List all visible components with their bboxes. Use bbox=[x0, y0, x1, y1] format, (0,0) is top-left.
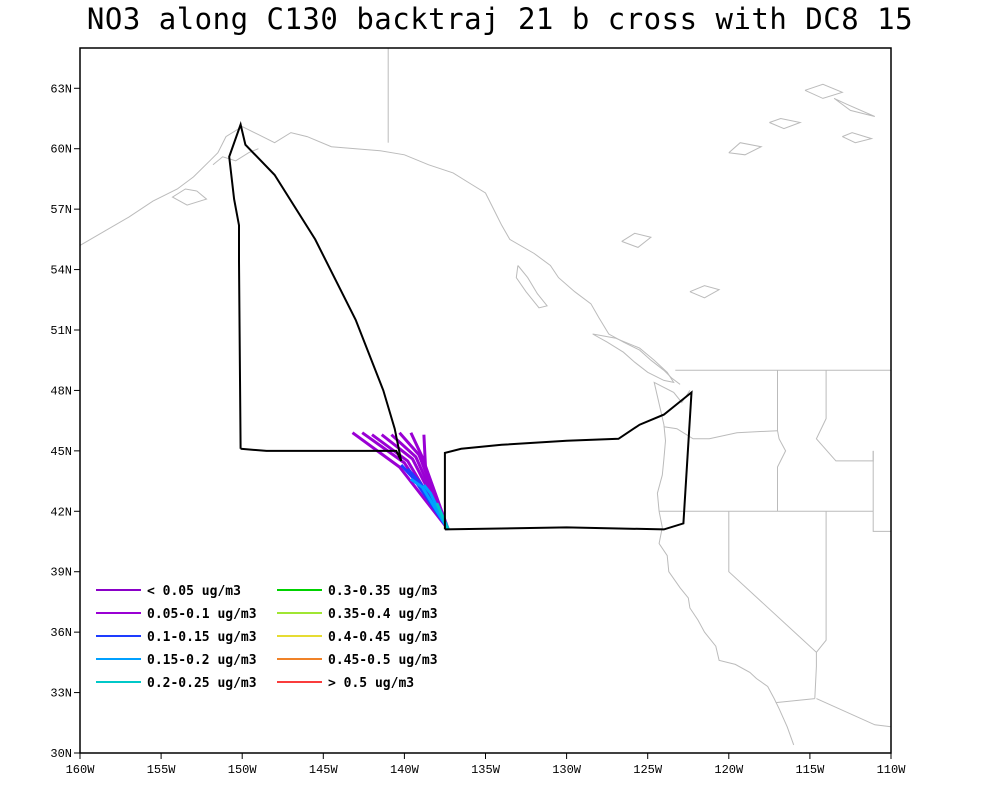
lake-outline bbox=[833, 97, 876, 117]
legend-label: 0.1-0.15 ug/m3 bbox=[147, 630, 257, 645]
lake-outline bbox=[804, 83, 844, 99]
political-border bbox=[816, 511, 827, 653]
x-tick-label: 125W bbox=[633, 763, 663, 777]
political-border bbox=[663, 426, 778, 440]
y-tick-label: 54N bbox=[50, 264, 72, 278]
y-tick-label: 51N bbox=[50, 324, 72, 338]
flight-track-west bbox=[228, 120, 403, 462]
legend: < 0.05 ug/m3 0.05-0.1 ug/m3 0.1-0.15 ug/m3… bbox=[96, 584, 438, 691]
x-tick-label: 130W bbox=[552, 763, 582, 777]
lake-outline bbox=[728, 142, 763, 156]
map-frame bbox=[79, 47, 892, 754]
y-axis-ticks: 30N 33N 36N 39N 42N 45N 48N 51N 54N 57N 60N 63N bbox=[50, 82, 80, 761]
lake-outline bbox=[769, 117, 803, 130]
x-tick-label: 150W bbox=[228, 763, 258, 777]
y-tick-label: 42N bbox=[50, 505, 72, 519]
x-tick-label: 145W bbox=[309, 763, 339, 777]
x-tick-label: 115W bbox=[795, 763, 825, 777]
legend-label: 0.15-0.2 ug/m3 bbox=[147, 653, 257, 668]
coastline-segment bbox=[592, 333, 675, 384]
y-tick-label: 45N bbox=[50, 445, 72, 459]
x-tick-label: 135W bbox=[471, 763, 501, 777]
legend-label: 0.4-0.45 ug/m3 bbox=[328, 630, 438, 645]
political-border bbox=[777, 370, 787, 512]
x-tick-label: 120W bbox=[714, 763, 744, 777]
political-border bbox=[728, 511, 817, 699]
flight-track-layer bbox=[228, 120, 693, 531]
y-tick-label: 60N bbox=[50, 143, 72, 157]
lake-outline bbox=[621, 232, 653, 248]
legend-label: 0.45-0.5 ug/m3 bbox=[328, 653, 438, 668]
x-tick-label: 110W bbox=[877, 763, 907, 777]
lake-outline bbox=[689, 285, 721, 299]
political-border bbox=[775, 698, 815, 704]
y-tick-label: 39N bbox=[50, 566, 72, 580]
coastline-borders-layer bbox=[79, 48, 892, 746]
y-tick-label: 36N bbox=[50, 626, 72, 640]
y-tick-label: 63N bbox=[50, 82, 72, 96]
x-tick-label: 155W bbox=[147, 763, 177, 777]
legend-label: < 0.05 ug/m3 bbox=[147, 584, 241, 599]
lake-outline bbox=[842, 132, 874, 144]
flight-track-east bbox=[443, 390, 693, 531]
map-title: NO3 along C130 backtraj 21 b cross with … bbox=[86, 2, 914, 36]
political-border bbox=[872, 511, 891, 532]
x-tick-label: 160W bbox=[66, 763, 96, 777]
y-tick-label: 57N bbox=[50, 203, 72, 217]
x-axis-ticks: 160W 155W 150W 145W 140W 135W 130W 125W 120W 115W… bbox=[66, 753, 907, 777]
legend-label: > 0.5 ug/m3 bbox=[328, 676, 414, 691]
back-trajectory-line bbox=[351, 431, 450, 531]
back-trajectory-layer bbox=[351, 431, 450, 531]
political-border bbox=[816, 698, 892, 728]
coastline-segment bbox=[79, 126, 681, 385]
legend-label: 0.2-0.25 ug/m3 bbox=[147, 676, 257, 691]
coastline-segment bbox=[653, 381, 795, 746]
legend-label: 0.05-0.1 ug/m3 bbox=[147, 607, 257, 622]
back-trajectory-line bbox=[410, 477, 450, 531]
y-tick-label: 33N bbox=[50, 687, 72, 701]
legend-label: 0.35-0.4 ug/m3 bbox=[328, 607, 438, 622]
x-tick-label: 140W bbox=[390, 763, 420, 777]
y-tick-label: 48N bbox=[50, 384, 72, 398]
legend-label: 0.3-0.35 ug/m3 bbox=[328, 584, 438, 599]
political-border bbox=[815, 370, 874, 462]
coastline-segment bbox=[171, 188, 208, 206]
y-tick-label: 30N bbox=[50, 747, 72, 761]
coastline-segment bbox=[515, 265, 548, 309]
